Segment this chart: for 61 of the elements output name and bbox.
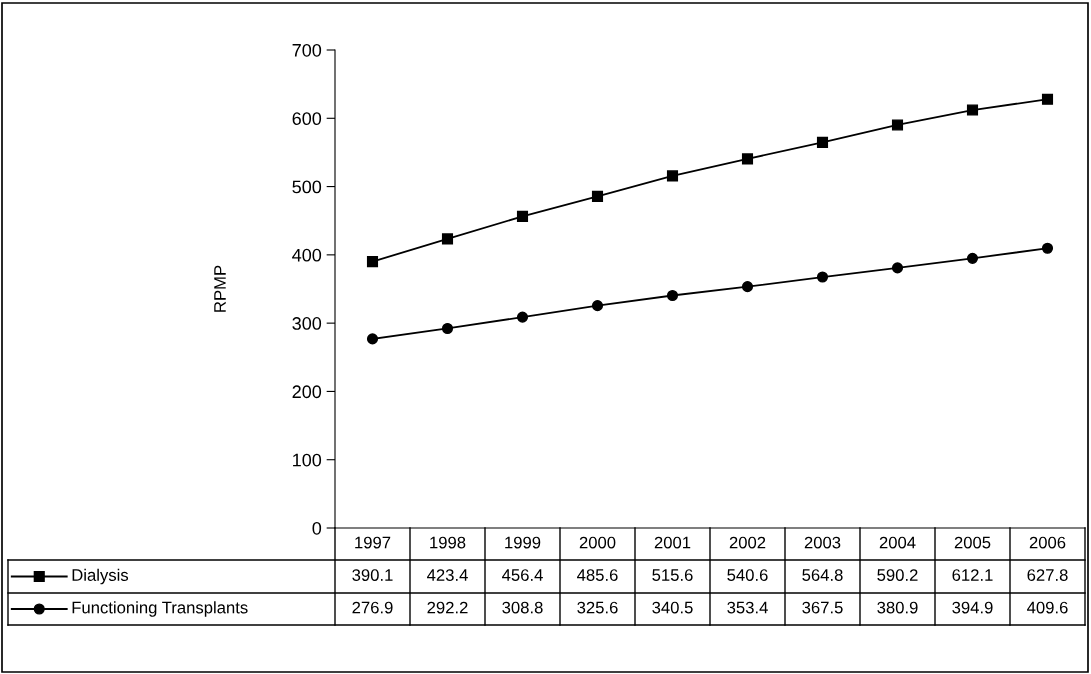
point [741, 281, 754, 293]
point [891, 262, 904, 274]
point [1041, 93, 1054, 105]
x-tick-label: 2006 [1029, 536, 1066, 549]
point [1041, 242, 1054, 254]
data-label: 367.5 [802, 601, 843, 614]
data-label: 276.9 [352, 601, 393, 614]
point [666, 289, 679, 302]
data-label: 340.5 [652, 601, 693, 614]
x-tick-label: 2000 [579, 536, 616, 549]
legend-label: Dialysis [72, 568, 129, 585]
x-tick-label: 2001 [654, 536, 691, 549]
point [516, 311, 529, 323]
x-tick-label: 2004 [879, 536, 916, 549]
x-tick-label: 2002 [729, 536, 766, 549]
x-tick-label: 2005 [954, 536, 991, 549]
y-tick-label: 200 [292, 385, 322, 399]
y-tick-label: 500 [292, 180, 322, 194]
data-label: 456.4 [502, 569, 543, 581]
data-label: 353.4 [727, 601, 768, 614]
y-tick-label: 0 [312, 521, 322, 535]
point [816, 271, 829, 283]
data-label: 515.6 [652, 569, 693, 581]
data-label: 380.9 [877, 601, 918, 614]
y-tick-label: 400 [292, 248, 322, 262]
x-tick-label: 1997 [355, 536, 391, 549]
data-label: 423.4 [427, 569, 468, 581]
point [441, 233, 454, 245]
point [966, 252, 979, 264]
point [666, 170, 679, 182]
point [816, 136, 829, 148]
x-tick-label: 2003 [804, 536, 841, 549]
data-label: 325.6 [577, 601, 618, 614]
y-tick-label: 600 [292, 112, 322, 126]
y-axis-title: RPMP [214, 265, 226, 312]
point [516, 210, 529, 222]
point [966, 104, 979, 116]
data-label: 409.6 [1027, 601, 1068, 614]
data-label: 308.8 [502, 601, 543, 614]
y-tick-label: 700 [292, 43, 322, 57]
data-label: 627.8 [1027, 569, 1068, 581]
point [741, 153, 754, 165]
data-label: 485.6 [577, 569, 618, 581]
data-label: 564.8 [802, 569, 843, 581]
data-label: 540.6 [727, 569, 768, 581]
point [591, 190, 604, 202]
data-label: 292.2 [427, 601, 468, 614]
data-label: 612.1 [952, 569, 993, 581]
point [366, 256, 379, 268]
x-tick-label: 1999 [505, 536, 541, 549]
y-tick-label: 300 [292, 317, 322, 330]
data-label: 394.9 [952, 601, 993, 614]
x-tick-label: 1998 [430, 536, 466, 549]
data-label: 390.1 [352, 569, 393, 581]
data-label: 590.2 [877, 569, 918, 581]
point [891, 119, 904, 131]
point [441, 322, 454, 335]
point [591, 300, 604, 312]
point [366, 333, 379, 345]
y-tick-label: 100 [293, 453, 322, 467]
legend-label: Functioning Transplants [72, 601, 248, 617]
